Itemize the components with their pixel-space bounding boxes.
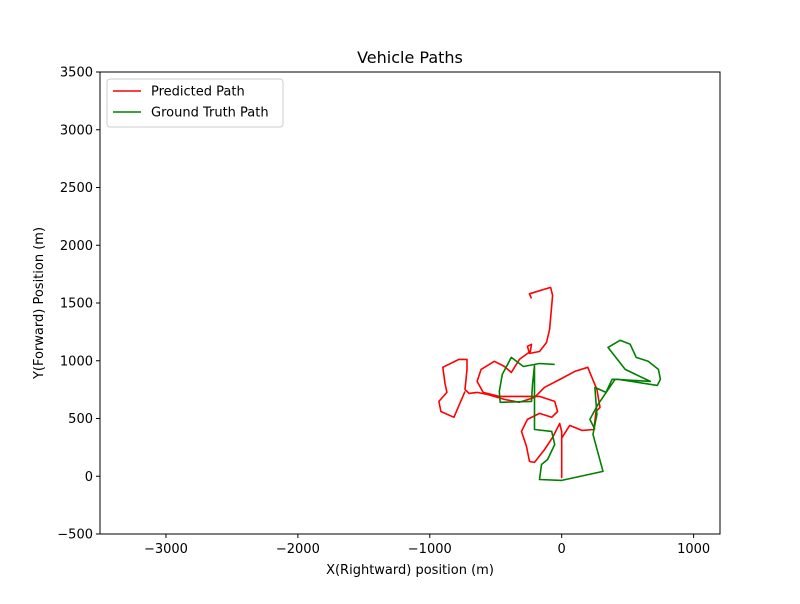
axes-frame	[99, 71, 721, 535]
series-line	[498, 339, 662, 482]
y-axis-label: Y(Forward) Position (m)	[32, 227, 47, 380]
x-tick-label: −3000	[144, 542, 188, 557]
y-tick-label: 3000	[60, 123, 93, 138]
y-tick-label: 0	[85, 470, 93, 485]
legend-box	[106, 78, 284, 128]
chart-title: Vehicle Paths	[357, 48, 463, 67]
x-tick-label: −1000	[408, 542, 452, 557]
legend-label: Predicted Path	[151, 85, 245, 100]
y-tick-label: 1500	[60, 297, 93, 312]
x-tick-label: 0	[558, 542, 566, 557]
x-tick-label: −2000	[276, 542, 320, 557]
x-tick-label: 1000	[677, 542, 710, 557]
y-tick-label: 2500	[60, 181, 93, 196]
y-tick-label: 500	[68, 412, 93, 427]
legend-label: Ground Truth Path	[151, 106, 269, 121]
y-tick-label: 1000	[60, 354, 93, 369]
y-tick-label: −500	[57, 528, 93, 543]
series-line	[438, 286, 601, 479]
y-tick-label: 3500	[60, 66, 93, 81]
x-axis-label: X(Rightward) position (m)	[326, 563, 494, 578]
y-tick-label: 2000	[60, 239, 93, 254]
